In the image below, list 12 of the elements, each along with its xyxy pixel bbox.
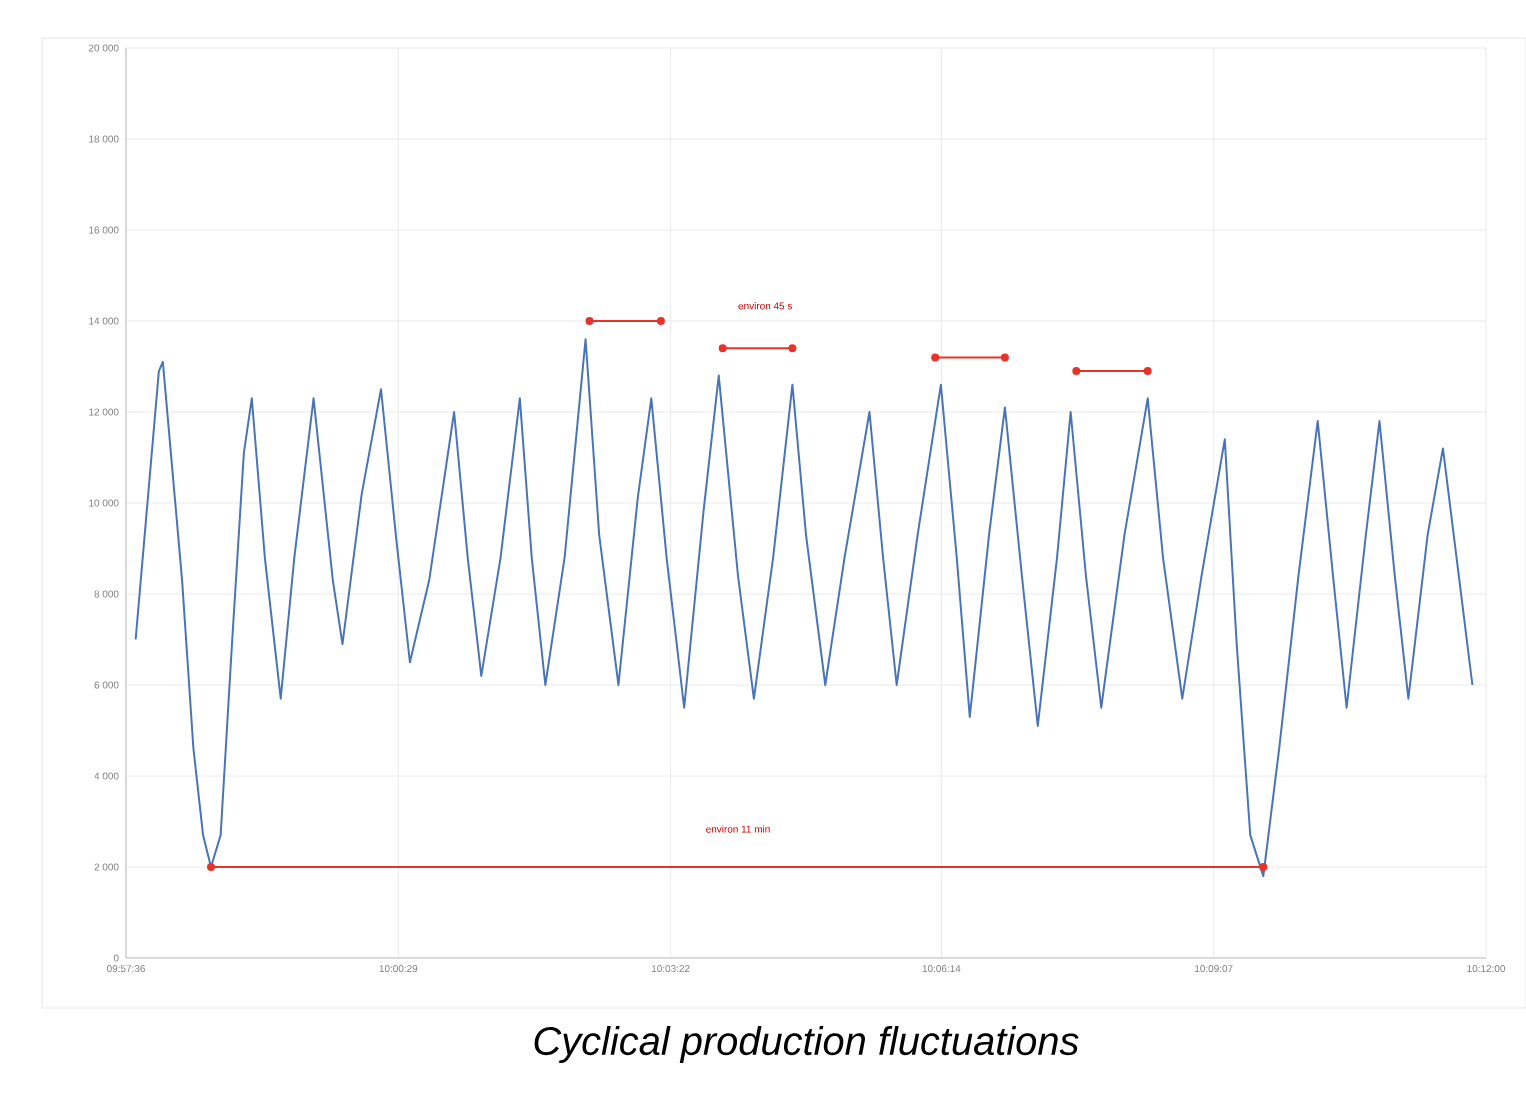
point [788, 344, 797, 353]
point [718, 344, 727, 353]
point [1259, 863, 1268, 871]
point [1143, 367, 1152, 376]
point [656, 317, 665, 325]
point [931, 353, 940, 362]
point [1072, 367, 1081, 376]
line-series [134, 338, 1474, 878]
point [207, 863, 215, 871]
point [585, 317, 594, 325]
text: Cyclical production fluctuations [534, 1025, 1079, 1064]
point [1000, 353, 1009, 362]
